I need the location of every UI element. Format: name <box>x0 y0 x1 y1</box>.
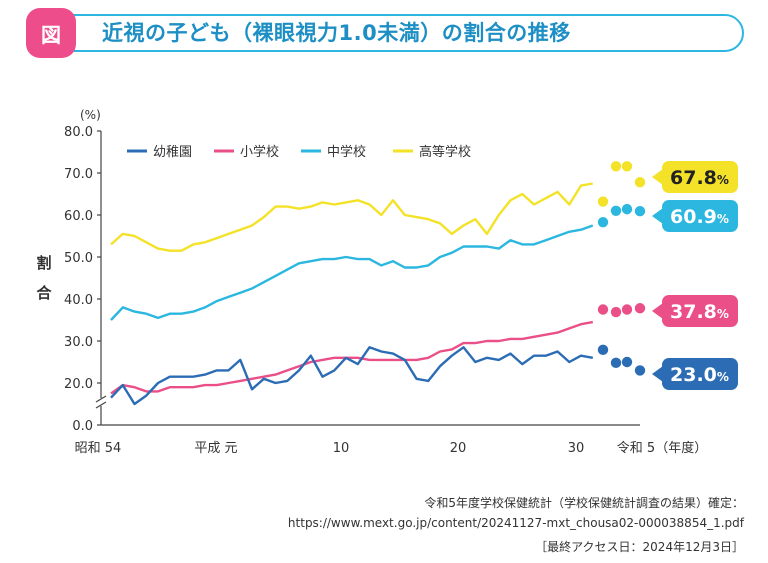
data-point <box>597 216 609 228</box>
callout-box <box>662 358 738 390</box>
x-tick-label: 30 <box>568 441 585 456</box>
x-tick-label: 令和 5（年度） <box>617 440 707 456</box>
source-line-1: 令和5年度学校保健統計（学校保健統計調査の結果）確定： <box>424 496 744 510</box>
y-tick-label: 40.0 <box>64 293 93 308</box>
axis-break-mark <box>95 395 107 403</box>
callout-value: 67.8% <box>670 167 729 189</box>
data-point <box>597 304 609 315</box>
y-axis-title-char: 合 <box>35 284 52 302</box>
data-point <box>634 177 646 188</box>
data-point <box>610 161 622 172</box>
legend-label: 高等学校 <box>419 144 471 160</box>
legend-label: 幼稚園 <box>153 145 192 160</box>
figure-badge: 図 <box>26 8 76 58</box>
figure-header: 図 近視の子ども（裸眼視力1.0未満）の割合の推移 <box>10 8 748 58</box>
y-tick-label: 0.0 <box>72 419 93 434</box>
y-tick-label: 20.0 <box>64 377 93 392</box>
y-axis-title-char: 割 <box>36 254 51 272</box>
series-line <box>110 224 594 321</box>
figure-title: 近視の子ども（裸眼視力1.0未満）の割合の推移 <box>102 21 571 45</box>
y-tick-label: 60.0 <box>64 209 93 224</box>
axis-break-mark <box>95 401 107 409</box>
callout-box <box>662 295 738 327</box>
series-line <box>110 182 594 252</box>
x-tick-label: 昭和 54 <box>75 441 122 456</box>
axis-break-gap <box>95 398 107 406</box>
data-point <box>634 303 646 314</box>
callout-value: 37.8% <box>670 301 729 323</box>
y-tick-label: 50.0 <box>64 251 93 266</box>
x-tick-label: 平成 元 <box>194 441 237 456</box>
data-point <box>597 344 609 356</box>
data-point <box>634 206 646 217</box>
y-tick-label: 80.0 <box>64 125 93 140</box>
data-point <box>597 196 609 207</box>
callout-value: 23.0% <box>670 364 729 386</box>
callout-pointer <box>652 303 663 319</box>
data-point <box>610 357 622 369</box>
callout-pointer <box>652 366 663 382</box>
legend-label: 中学校 <box>327 144 366 160</box>
data-point <box>610 205 622 216</box>
legend-label: 小学校 <box>240 144 279 160</box>
title-frame <box>52 14 744 52</box>
x-tick-label: 10 <box>333 441 350 456</box>
data-point <box>634 365 646 376</box>
series-line <box>110 320 594 395</box>
data-point <box>621 161 633 172</box>
callout-box <box>662 200 738 232</box>
data-point <box>610 306 622 318</box>
y-tick-label: 70.0 <box>64 167 93 182</box>
series-line <box>110 346 594 406</box>
source-access-date: ［最終アクセス日：2024年12月3日］ <box>535 540 744 554</box>
callout-value: 60.9% <box>670 206 729 228</box>
data-point <box>621 356 633 368</box>
callout-pointer <box>652 208 663 224</box>
callout-box <box>662 161 738 193</box>
callout-pointer <box>652 169 663 185</box>
y-tick-label: 30.0 <box>64 335 93 350</box>
source-url: https://www.mext.go.jp/content/20241127-… <box>287 516 744 530</box>
x-tick-label: 20 <box>450 441 467 456</box>
data-point <box>621 304 633 315</box>
y-unit-label: (%) <box>80 108 101 122</box>
data-point <box>621 203 633 215</box>
